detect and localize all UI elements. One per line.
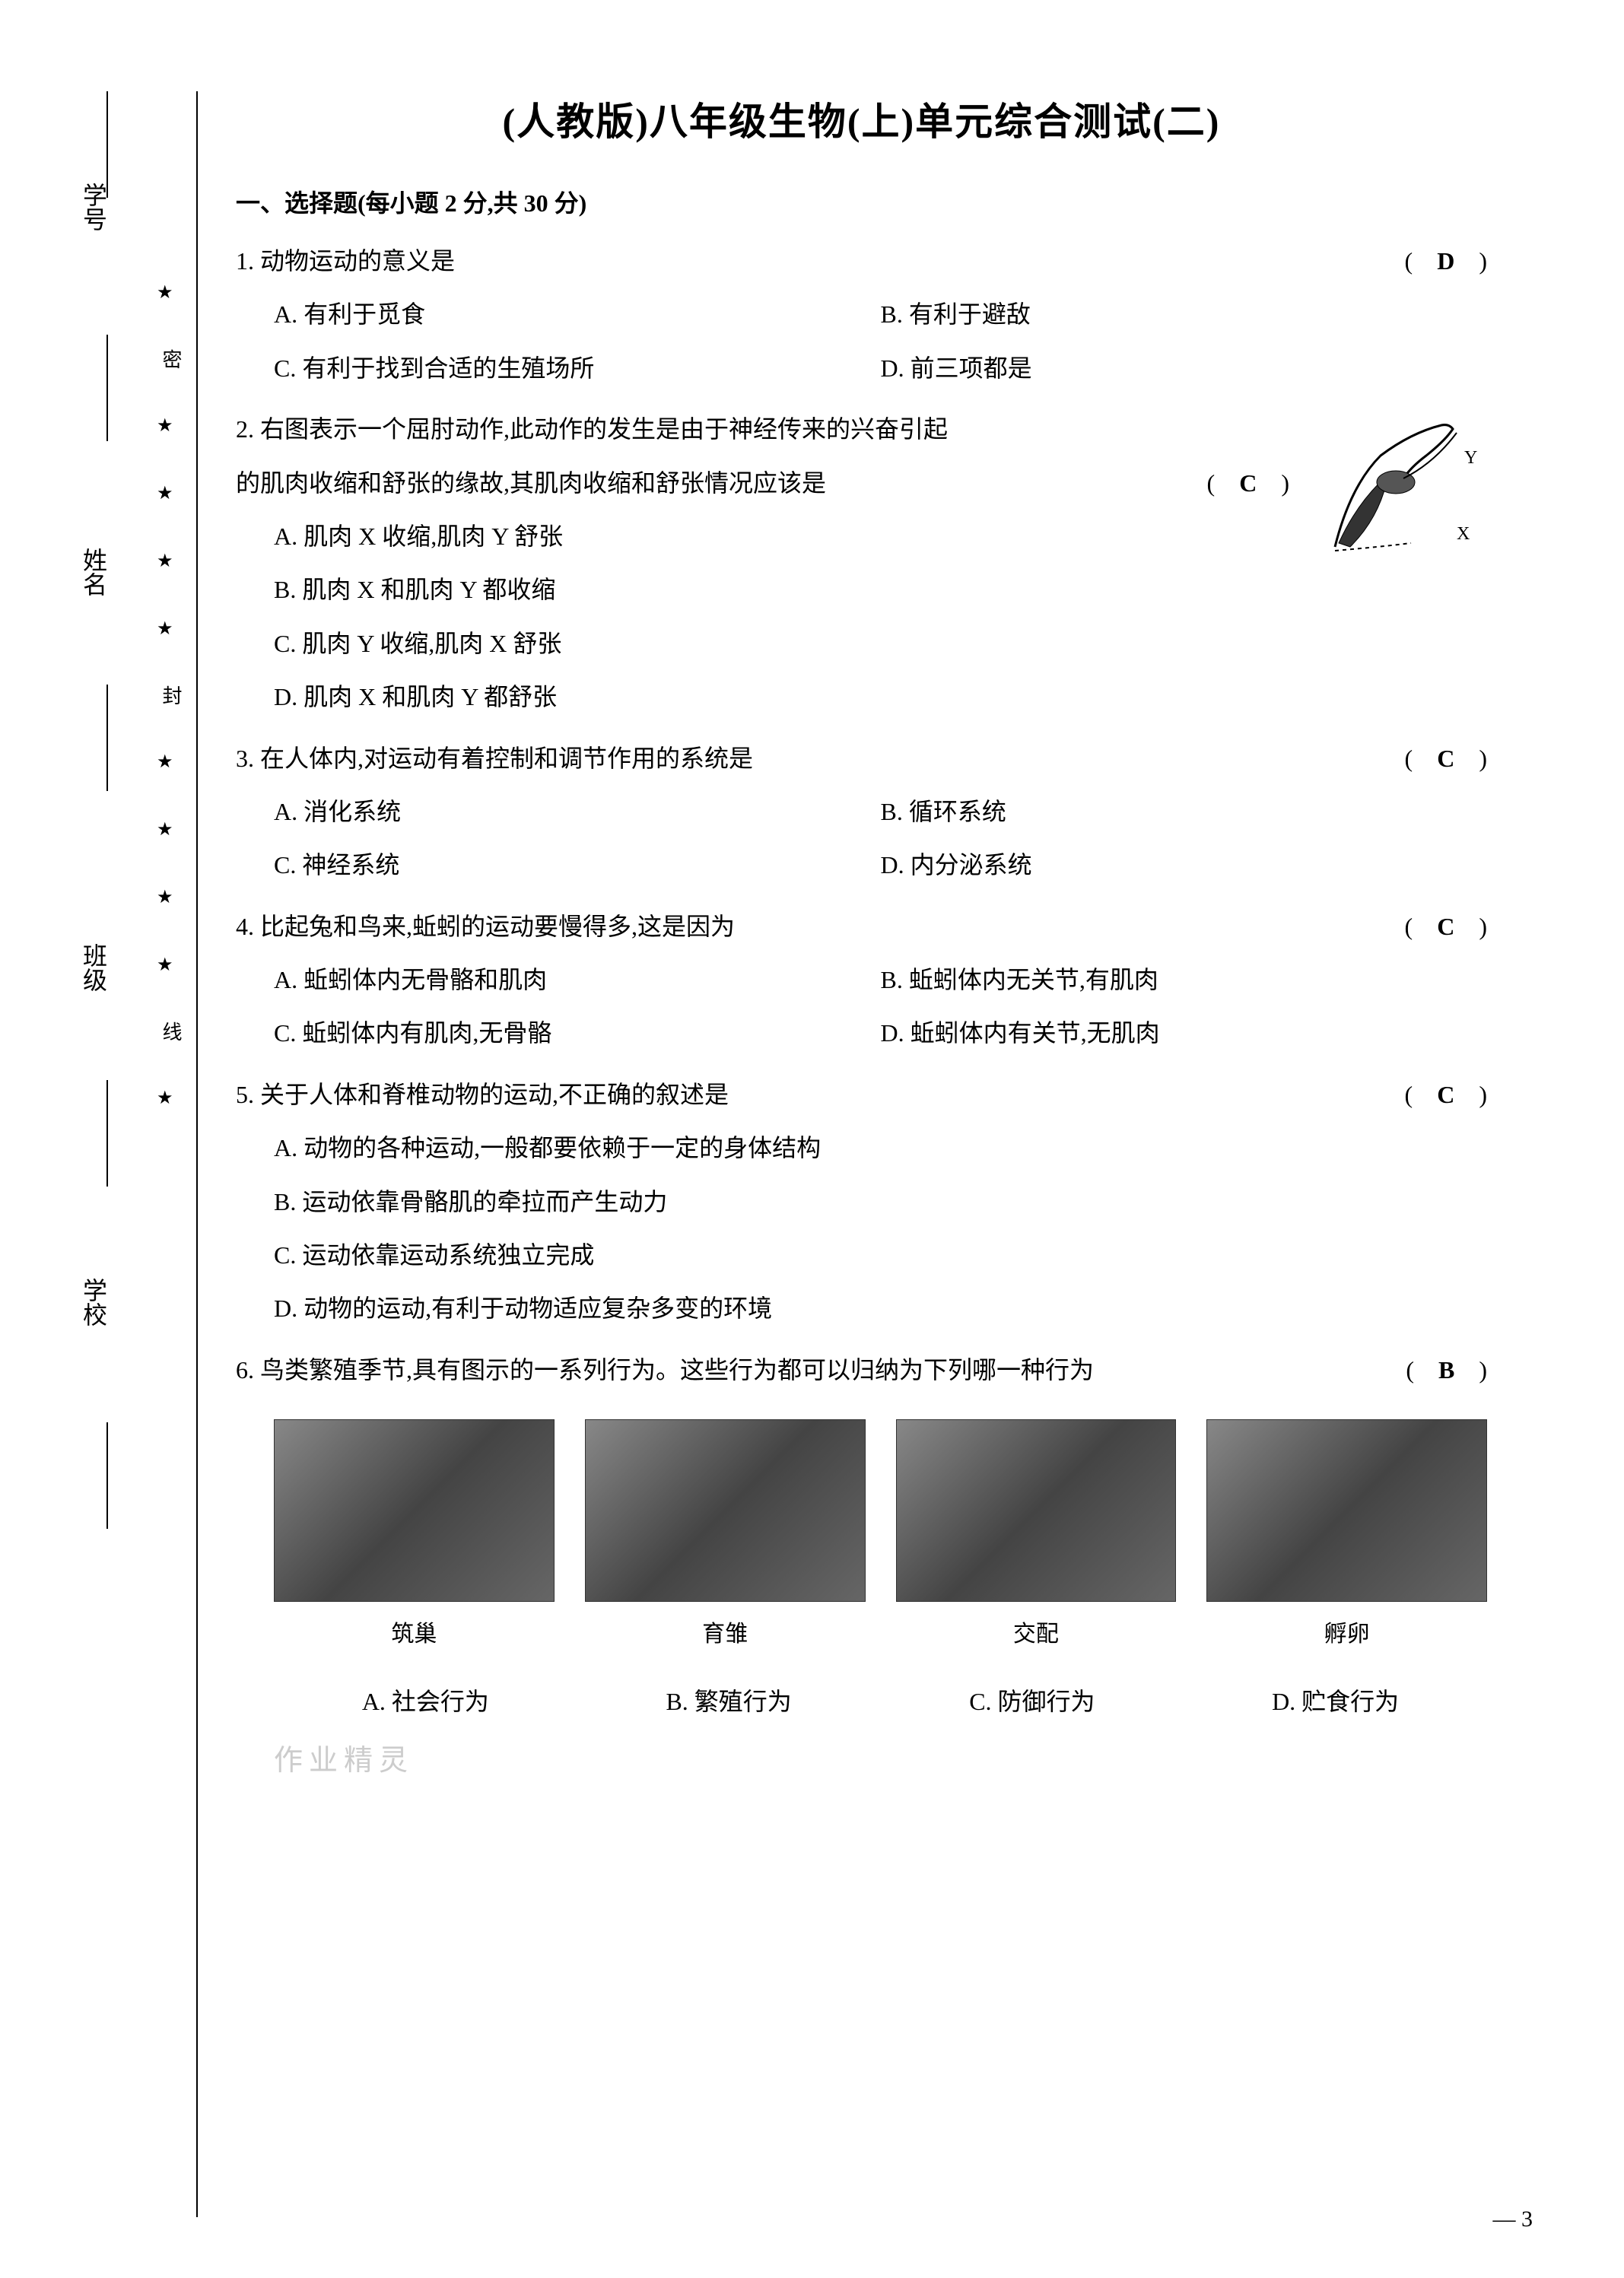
seal-char: 封 xyxy=(157,685,185,705)
question-stem: 3. 在人体内,对运动有着控制和调节作用的系统是 xyxy=(236,732,1390,785)
fill-line xyxy=(106,1422,108,1529)
fill-line xyxy=(106,685,108,791)
page-number: — 3 xyxy=(1493,2207,1533,2232)
star-icon: ★ xyxy=(157,281,185,303)
label-school: 学校 xyxy=(76,1278,111,1326)
option: B. 循环系统 xyxy=(881,785,1488,838)
image-caption: 筑巢 xyxy=(274,1609,555,1660)
option: B. 肌肉 X 和肌肉 Y 都收缩 xyxy=(274,563,1289,616)
label-name: 姓名 xyxy=(76,548,111,596)
answer-bracket: ( C ) xyxy=(1192,456,1289,510)
question-stem: 6. 鸟类繁殖季节,具有图示的一系列行为。这些行为都可以归纳为下列哪一种行为 xyxy=(236,1343,1390,1396)
image-caption: 孵卵 xyxy=(1206,1609,1487,1660)
label-x: X xyxy=(1457,524,1470,544)
option: D. 前三项都是 xyxy=(881,342,1488,395)
option: C. 蚯蚓体内有肌肉,无骨骼 xyxy=(274,1006,881,1060)
option: C. 神经系统 xyxy=(274,838,881,891)
watermark: 作业精灵 xyxy=(236,1736,1487,1778)
option: B. 有利于避敌 xyxy=(881,288,1488,341)
answer-bracket: ( B ) xyxy=(1390,1343,1487,1396)
option: C. 防御行为 xyxy=(881,1675,1184,1728)
option: D. 肌肉 X 和肌肉 Y 都舒张 xyxy=(274,670,1289,723)
label-class: 班级 xyxy=(76,943,111,992)
question-3: 3. 在人体内,对运动有着控制和调节作用的系统是 ( C ) A. 消化系统 B… xyxy=(236,732,1487,892)
image-box: 交配 xyxy=(896,1419,1177,1660)
star-icon: ★ xyxy=(157,818,185,840)
seal-char: 线 xyxy=(157,1021,185,1041)
option: D. 动物的运动,有利于动物适应复杂多变的环境 xyxy=(274,1282,1487,1335)
answer-bracket: ( D ) xyxy=(1390,234,1487,288)
sidebar-binding-margin: 学号 姓名 班级 学校 ★ 密 ★ ★ ★ ★ 封 ★ ★ ★ ★ 线 ★ xyxy=(61,91,198,2217)
question-6: 6. 鸟类繁殖季节,具有图示的一系列行为。这些行为都可以归纳为下列哪一种行为 (… xyxy=(236,1343,1487,1729)
question-stem-line1: 2. 右图表示一个屈肘动作,此动作的发生是由于神经传来的兴奋引起 xyxy=(236,402,1289,456)
answer-value: D xyxy=(1437,247,1454,275)
star-icon: ★ xyxy=(157,482,185,504)
fill-line xyxy=(106,335,108,441)
question-5: 5. 关于人体和脊椎动物的运动,不正确的叙述是 ( C ) A. 动物的各种运动… xyxy=(236,1068,1487,1336)
bird-feeding-image xyxy=(585,1419,866,1602)
seal-line-column: ★ 密 ★ ★ ★ ★ 封 ★ ★ ★ ★ 线 ★ xyxy=(157,281,185,1109)
option: B. 运动依靠骨骼肌的牵拉而产生动力 xyxy=(274,1175,1487,1228)
answer-bracket: ( C ) xyxy=(1390,732,1487,785)
option: D. 内分泌系统 xyxy=(881,838,1488,891)
image-box: 孵卵 xyxy=(1206,1419,1487,1660)
question-stem: 5. 关于人体和脊椎动物的运动,不正确的叙述是 xyxy=(236,1068,1390,1121)
answer-bracket: ( C ) xyxy=(1390,900,1487,953)
question-stem-line2: 的肌肉收缩和舒张的缘故,其肌肉收缩和舒张情况应该是 xyxy=(236,456,826,510)
content-area: (人教版)八年级生物(上)单元综合测试(二) 一、选择题(每小题 2 分,共 3… xyxy=(221,91,1487,2217)
star-icon: ★ xyxy=(157,886,185,908)
question-2: 2. 右图表示一个屈肘动作,此动作的发生是由于神经传来的兴奋引起 的肌肉收缩和舒… xyxy=(236,402,1487,723)
option: D. 贮食行为 xyxy=(1184,1675,1487,1728)
option: A. 消化系统 xyxy=(274,785,881,838)
star-icon: ★ xyxy=(157,415,185,437)
seal-char: 密 xyxy=(157,349,185,369)
question-stem: 1. 动物运动的意义是 xyxy=(236,234,1390,288)
answer-value: C xyxy=(1239,469,1257,497)
star-icon: ★ xyxy=(157,954,185,976)
answer-value: C xyxy=(1437,1081,1454,1108)
image-box: 育雏 xyxy=(585,1419,866,1660)
image-caption: 交配 xyxy=(896,1609,1177,1660)
option: A. 肌肉 X 收缩,肌肉 Y 舒张 xyxy=(274,510,1289,563)
option: A. 社会行为 xyxy=(274,1675,577,1728)
bird-nest-image xyxy=(274,1419,555,1602)
answer-value: C xyxy=(1437,745,1454,772)
image-caption: 育雏 xyxy=(585,1609,866,1660)
option: C. 肌肉 Y 收缩,肌肉 X 舒张 xyxy=(274,617,1289,670)
question-4: 4. 比起兔和鸟来,蚯蚓的运动要慢得多,这是因为 ( C ) A. 蚯蚓体内无骨… xyxy=(236,900,1487,1060)
star-icon: ★ xyxy=(157,751,185,773)
answer-value: B xyxy=(1438,1356,1454,1384)
option: C. 运动依靠运动系统独立完成 xyxy=(274,1228,1487,1282)
option: A. 动物的各种运动,一般都要依赖于一定的身体结构 xyxy=(274,1121,1487,1174)
question-1: 1. 动物运动的意义是 ( D ) A. 有利于觅食 B. 有利于避敌 C. 有… xyxy=(236,234,1487,395)
option: B. 蚯蚓体内无关节,有肌肉 xyxy=(881,953,1488,1006)
star-icon: ★ xyxy=(157,618,185,640)
star-icon: ★ xyxy=(157,550,185,572)
section-header: 一、选择题(每小题 2 分,共 30 分) xyxy=(236,184,1487,219)
image-box: 筑巢 xyxy=(274,1419,555,1660)
arm-diagram: Y X xyxy=(1305,410,1487,562)
bird-mating-image xyxy=(896,1419,1177,1602)
option: D. 蚯蚓体内有关节,无肌肉 xyxy=(881,1006,1488,1060)
option: C. 有利于找到合适的生殖场所 xyxy=(274,342,881,395)
page-title: (人教版)八年级生物(上)单元综合测试(二) xyxy=(236,91,1487,146)
option: B. 繁殖行为 xyxy=(577,1675,881,1728)
answer-bracket: ( C ) xyxy=(1390,1068,1487,1121)
fill-line xyxy=(106,1080,108,1187)
label-y: Y xyxy=(1464,448,1477,468)
star-icon: ★ xyxy=(157,1087,185,1109)
fill-line xyxy=(106,91,108,198)
option: A. 蚯蚓体内无骨骼和肌肉 xyxy=(274,953,881,1006)
option: A. 有利于觅食 xyxy=(274,288,881,341)
answer-value: C xyxy=(1437,913,1454,940)
question-stem: 4. 比起兔和鸟来,蚯蚓的运动要慢得多,这是因为 xyxy=(236,900,1390,953)
bird-incubating-image xyxy=(1206,1419,1487,1602)
